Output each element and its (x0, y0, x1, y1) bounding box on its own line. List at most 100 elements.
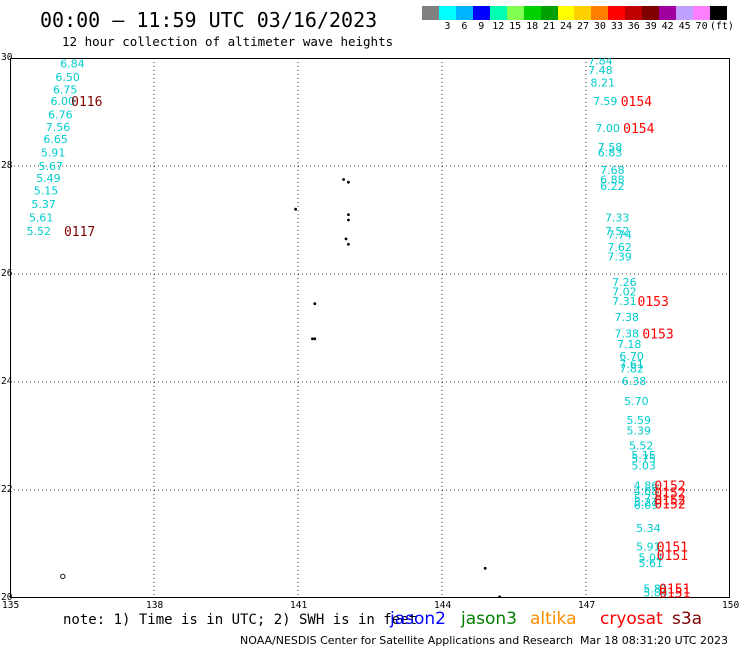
chart-title: 00:00 – 11:59 UTC 03/16/2023 (40, 8, 378, 32)
color-scale-label: 27 (576, 21, 589, 32)
color-scale-label: 21 (543, 21, 556, 32)
swh-value: 7.59 (593, 95, 618, 108)
swh-value: 5.67 (39, 160, 64, 173)
pass-time-label: 0152 (654, 480, 685, 495)
pass-time-label: 0117 (64, 225, 95, 240)
swh-value: 7.26 (612, 276, 637, 289)
swh-value: 7.56 (46, 121, 71, 134)
swh-value: 7.31 (612, 295, 637, 308)
color-swatch-1 (438, 6, 456, 20)
swh-value: 5.15 (631, 449, 656, 462)
island-marker (311, 337, 314, 341)
swh-value: 5.39 (627, 425, 652, 438)
swh-value: 7.18 (617, 338, 642, 351)
pass-time-label: 0151 (657, 541, 688, 556)
satellite-jason3: jason3 (461, 609, 517, 629)
color-scale-label: 70 (695, 21, 708, 32)
swh-value: 6.50 (55, 71, 80, 84)
color-swatch-10 (591, 6, 609, 20)
swh-value: 7.38 (615, 311, 640, 324)
swh-value: 6.75 (53, 83, 78, 96)
swh-value: 5.52 (27, 225, 52, 238)
pass-time-label: 0154 (621, 95, 652, 110)
swh-value: 7.52 (605, 225, 630, 238)
swh-value: 6.65 (43, 133, 68, 146)
longitude-label: 138 (146, 600, 164, 611)
island-marker (347, 180, 350, 184)
swh-value: 7.62 (607, 241, 632, 254)
pass-time-label: 0151 (659, 587, 690, 598)
color-swatch-7 (540, 6, 558, 20)
swh-value: 6.84 (60, 58, 85, 70)
color-scale-unit: (ft) (709, 21, 734, 32)
swh-value: 5.15 (34, 184, 59, 197)
color-scale-label: 15 (509, 21, 522, 32)
swh-value: 5.59 (627, 414, 652, 427)
swh-value: 5.49 (36, 172, 61, 185)
swh-value: 5.03 (631, 460, 656, 473)
pass-time-label: 0152 (654, 487, 685, 502)
swh-value: 5.27 (634, 496, 659, 509)
color-scale-label: 6 (461, 21, 468, 32)
satellite-cryosat: cryosat (600, 609, 663, 629)
swh-value: 7.84 (588, 58, 613, 68)
latitude-label: 26 (1, 268, 13, 279)
color-swatch-13 (642, 6, 660, 20)
island-marker (347, 213, 350, 217)
color-scale-label: 45 (678, 21, 691, 32)
latitude-label: 28 (1, 160, 13, 171)
color-swatch-5 (506, 6, 524, 20)
swh-value: 5.84 (643, 587, 668, 598)
swh-value: 5.81 (643, 582, 668, 595)
longitude-label: 150 (722, 600, 740, 611)
swh-observations: 6.846.506.756.006.767.566.655.915.675.49… (27, 58, 668, 598)
swh-value: 6.22 (600, 180, 625, 193)
swh-value: 4.86 (634, 480, 659, 493)
island-marker (313, 302, 317, 306)
map-grid (10, 58, 730, 598)
pass-times: 0116011701540154015301530152015201520152… (64, 95, 691, 598)
island-marker (498, 595, 501, 598)
color-swatch-4 (489, 6, 507, 20)
satellite-s3a: s3a (672, 609, 703, 629)
swh-value: 7.00 (595, 122, 620, 135)
satellite-altika: altika (530, 609, 577, 629)
color-swatch-9 (574, 6, 592, 20)
color-swatch-17 (709, 6, 727, 20)
chart-subtitle: 12 hour collection of altimeter wave hei… (62, 34, 394, 49)
longitude-label: 141 (290, 600, 308, 611)
color-swatch-11 (608, 6, 626, 20)
wave-height-map: 6.846.506.756.006.767.566.655.915.675.49… (10, 58, 730, 598)
swh-value: 5.91 (41, 147, 66, 160)
credit-line: NOAA/NESDIS Center for Satellite Applica… (240, 634, 574, 647)
island-marker (347, 218, 350, 222)
latitude-label: 22 (1, 484, 13, 495)
swh-value: 7.39 (607, 251, 632, 264)
swh-value: 7.61 (619, 358, 644, 371)
color-scale-label: 42 (661, 21, 674, 32)
color-scale-label: 33 (610, 21, 623, 32)
island-marker (342, 178, 345, 181)
color-swatch-6 (523, 6, 541, 20)
color-scale-label: 12 (492, 21, 505, 32)
swh-value: 6.09 (634, 499, 659, 512)
swh-value: 8.21 (591, 76, 616, 89)
swh-value: 5.70 (624, 395, 649, 408)
color-swatch-14 (659, 6, 677, 20)
swh-value: 7.48 (588, 64, 613, 77)
swh-value: 7.38 (615, 327, 640, 340)
color-scale-label: 18 (526, 21, 539, 32)
pass-time-label: 0151 (657, 549, 688, 564)
color-scale-label: 39 (644, 21, 657, 32)
swh-value: 7.02 (612, 285, 637, 298)
swh-value: 5.34 (636, 522, 661, 535)
latitude-label: 30 (1, 52, 13, 63)
color-swatch-2 (455, 6, 473, 20)
color-scale-bar (422, 6, 727, 20)
swh-value: 6.38 (622, 375, 647, 388)
island-marker (483, 566, 487, 570)
swh-value: 5.77 (634, 492, 659, 505)
swh-value: 5.61 (639, 557, 664, 570)
swh-value: 7.74 (607, 229, 632, 242)
swh-value: 7.58 (598, 141, 623, 154)
